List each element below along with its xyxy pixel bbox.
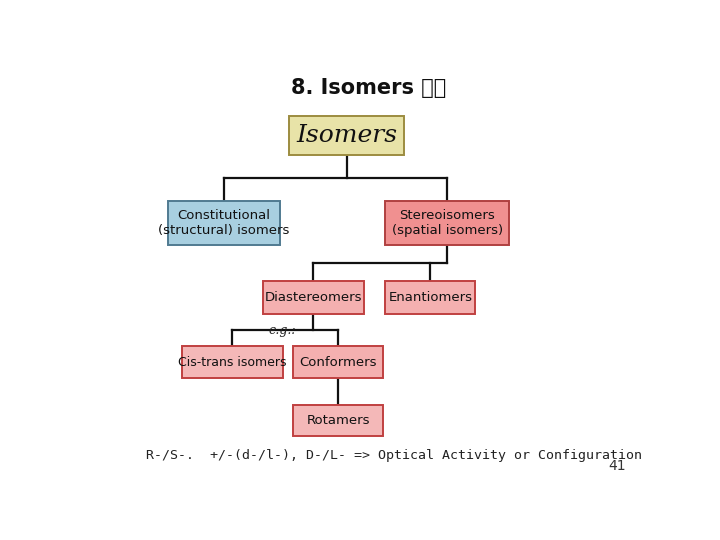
Text: R-/S-.  +/-(d-/l-), D-/L- => Optical Activity or Configuration: R-/S-. +/-(d-/l-), D-/L- => Optical Acti… [145,449,642,462]
FancyBboxPatch shape [385,281,475,314]
FancyBboxPatch shape [263,281,364,314]
Text: 41: 41 [608,459,626,473]
Text: Enantiomers: Enantiomers [388,291,472,304]
Text: Rotamers: Rotamers [307,414,370,427]
Text: Constitutional
(structural) isomers: Constitutional (structural) isomers [158,209,289,237]
Text: Diastereomers: Diastereomers [264,291,362,304]
FancyBboxPatch shape [293,404,383,436]
Text: Conformers: Conformers [300,356,377,369]
Text: e.g.:: e.g.: [269,325,297,338]
Text: 8. Isomers 이해: 8. Isomers 이해 [292,78,446,98]
Text: Cis-trans isomers: Cis-trans isomers [178,356,287,369]
FancyBboxPatch shape [168,201,280,245]
FancyBboxPatch shape [385,201,509,245]
FancyBboxPatch shape [293,346,383,378]
Text: Isomers: Isomers [296,124,397,147]
Text: Stereoisomers
(spatial isomers): Stereoisomers (spatial isomers) [392,209,503,237]
FancyBboxPatch shape [181,346,283,378]
FancyBboxPatch shape [289,116,404,155]
